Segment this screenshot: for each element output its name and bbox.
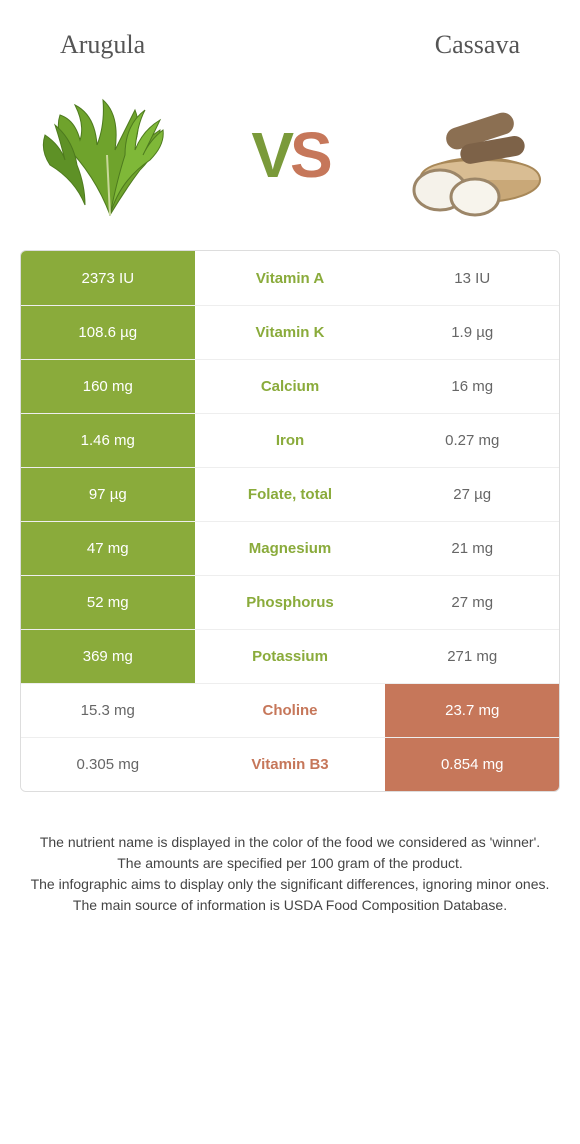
table-row: 15.3 mgCholine23.7 mg [21, 683, 559, 737]
cassava-image [380, 80, 560, 230]
table-row: 2373 IUVitamin A13 IU [21, 251, 559, 305]
cell-left-value: 1.46 mg [21, 414, 195, 467]
cell-nutrient-label: Folate, total [195, 468, 386, 521]
cell-right-value: 13 IU [385, 251, 559, 305]
vs-label: VS [251, 118, 328, 192]
footnote-line: The nutrient name is displayed in the co… [30, 832, 550, 853]
cell-nutrient-label: Magnesium [195, 522, 386, 575]
cell-left-value: 108.6 µg [21, 306, 195, 359]
cell-left-value: 52 mg [21, 576, 195, 629]
food-left-title: Arugula [60, 30, 145, 60]
cell-right-value: 23.7 mg [385, 684, 559, 737]
cell-left-value: 160 mg [21, 360, 195, 413]
cell-nutrient-label: Calcium [195, 360, 386, 413]
cell-right-value: 16 mg [385, 360, 559, 413]
cell-left-value: 0.305 mg [21, 738, 195, 791]
cell-right-value: 0.27 mg [385, 414, 559, 467]
table-row: 160 mgCalcium16 mg [21, 359, 559, 413]
footnotes: The nutrient name is displayed in the co… [0, 792, 580, 916]
table-row: 52 mgPhosphorus27 mg [21, 575, 559, 629]
food-right-title: Cassava [435, 30, 520, 60]
cell-nutrient-label: Vitamin A [195, 251, 386, 305]
table-row: 369 mgPotassium271 mg [21, 629, 559, 683]
cell-right-value: 271 mg [385, 630, 559, 683]
vs-v-letter: V [251, 119, 290, 191]
header: Arugula Cassava [0, 0, 580, 70]
footnote-line: The main source of information is USDA F… [30, 895, 550, 916]
table-row: 108.6 µgVitamin K1.9 µg [21, 305, 559, 359]
cell-left-value: 47 mg [21, 522, 195, 575]
vs-s-letter: S [290, 119, 329, 191]
table-row: 1.46 mgIron0.27 mg [21, 413, 559, 467]
footnote-line: The infographic aims to display only the… [30, 874, 550, 895]
nutrient-table: 2373 IUVitamin A13 IU108.6 µgVitamin K1.… [20, 250, 560, 792]
footnote-line: The amounts are specified per 100 gram o… [30, 853, 550, 874]
cell-nutrient-label: Potassium [195, 630, 386, 683]
table-row: 47 mgMagnesium21 mg [21, 521, 559, 575]
table-row: 97 µgFolate, total27 µg [21, 467, 559, 521]
cell-right-value: 1.9 µg [385, 306, 559, 359]
cell-right-value: 27 µg [385, 468, 559, 521]
arugula-image [20, 80, 200, 230]
cell-left-value: 97 µg [21, 468, 195, 521]
cell-nutrient-label: Vitamin K [195, 306, 386, 359]
cell-right-value: 0.854 mg [385, 738, 559, 791]
cell-nutrient-label: Phosphorus [195, 576, 386, 629]
cell-right-value: 27 mg [385, 576, 559, 629]
cell-left-value: 2373 IU [21, 251, 195, 305]
cell-left-value: 369 mg [21, 630, 195, 683]
cell-nutrient-label: Choline [195, 684, 386, 737]
images-row: VS [0, 70, 580, 250]
cell-left-value: 15.3 mg [21, 684, 195, 737]
cell-right-value: 21 mg [385, 522, 559, 575]
table-row: 0.305 mgVitamin B30.854 mg [21, 737, 559, 791]
cell-nutrient-label: Vitamin B3 [195, 738, 386, 791]
cell-nutrient-label: Iron [195, 414, 386, 467]
